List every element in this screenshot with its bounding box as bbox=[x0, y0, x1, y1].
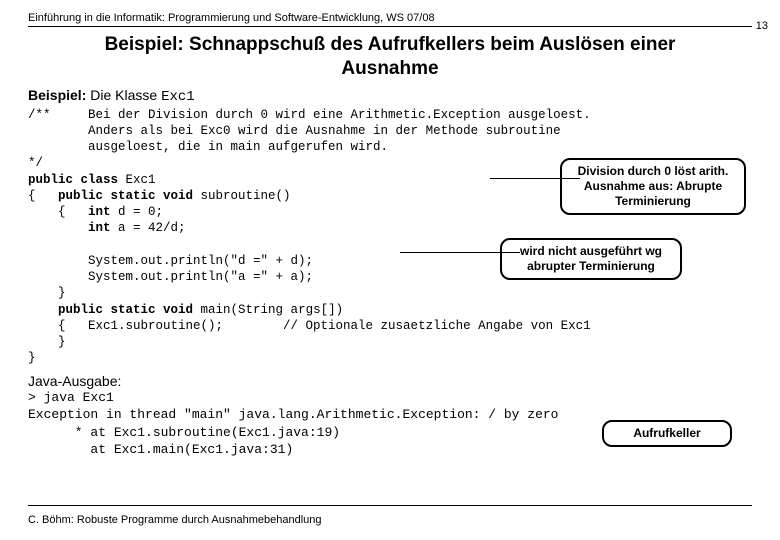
page-number: 13 bbox=[756, 20, 768, 32]
code-line: } bbox=[28, 335, 66, 349]
callout-line: Terminierung bbox=[615, 194, 691, 208]
subtitle-bold: Beispiel: bbox=[28, 87, 86, 103]
callout-line: wird nicht ausgeführt wg bbox=[520, 244, 662, 258]
slide-footer: C. Böhm: Robuste Programme durch Ausnahm… bbox=[28, 514, 322, 526]
slide-header: Einführung in die Informatik: Programmie… bbox=[28, 12, 752, 27]
code-line: /** Bei der Division durch 0 wird eine A… bbox=[28, 108, 591, 122]
connector-line bbox=[400, 252, 520, 253]
code-line: d = 0; bbox=[118, 205, 163, 219]
code-line: Anders als bei Exc0 wird die Ausnahme in… bbox=[28, 124, 561, 138]
output-line: at Exc1.main(Exc1.java:31) bbox=[28, 442, 293, 457]
example-subtitle: Beispiel: Die Klasse Exc1 bbox=[28, 87, 752, 105]
slide: Einführung in die Informatik: Programmie… bbox=[0, 0, 780, 469]
title-line-1: Beispiel: Schnappschuß des Aufrufkellers… bbox=[105, 34, 676, 55]
code-line: { Exc1.subroutine(); // Optionale zusaet… bbox=[28, 319, 591, 333]
code-line: ausgeloest, die in main aufgerufen wird. bbox=[28, 140, 388, 154]
code-keyword: int bbox=[88, 205, 118, 219]
output-line: > java Exc1 bbox=[28, 390, 114, 405]
code-line: { bbox=[28, 189, 58, 203]
code-line: } bbox=[28, 351, 36, 365]
title-line-2: Ausnahme bbox=[341, 58, 438, 79]
code-line: System.out.println("d =" + d); bbox=[28, 254, 313, 268]
callout-line: Division durch 0 löst arith. bbox=[578, 164, 729, 178]
output-line: * at Exc1.subroutine(Exc1.java:19) bbox=[28, 425, 340, 440]
connector-line bbox=[490, 178, 580, 179]
code-line: { bbox=[28, 205, 88, 219]
callout-text: Aufrufkeller bbox=[633, 426, 700, 440]
callout-aufrufkeller: Aufrufkeller bbox=[602, 420, 732, 447]
callout-not-executed: wird nicht ausgeführt wg abrupter Termin… bbox=[500, 238, 682, 280]
code-line: System.out.println("a =" + a); bbox=[28, 270, 313, 284]
output-line: Exception in thread "main" java.lang.Ari… bbox=[28, 407, 559, 422]
code-line: subroutine() bbox=[201, 189, 291, 203]
subtitle-classname: Exc1 bbox=[161, 89, 195, 105]
code-keyword: int bbox=[88, 221, 118, 235]
code-line: main(String args[]) bbox=[201, 303, 344, 317]
code-line bbox=[28, 303, 58, 317]
code-keyword: public class bbox=[28, 173, 126, 187]
code-line: } bbox=[28, 286, 66, 300]
callout-line: abrupter Terminierung bbox=[527, 259, 655, 273]
code-line bbox=[28, 221, 88, 235]
code-line: Exc1 bbox=[126, 173, 156, 187]
footer-divider bbox=[28, 505, 752, 506]
callout-line: Ausnahme aus: Abrupte bbox=[584, 179, 722, 193]
callout-division-zero: Division durch 0 löst arith. Ausnahme au… bbox=[560, 158, 746, 215]
slide-title: Beispiel: Schnappschuß des Aufrufkellers… bbox=[28, 33, 752, 81]
code-keyword: public static void bbox=[58, 189, 201, 203]
output-label: Java-Ausgabe: bbox=[28, 373, 752, 389]
code-line: */ bbox=[28, 156, 43, 170]
code-keyword: public static void bbox=[58, 303, 201, 317]
code-block: /** Bei der Division durch 0 wird eine A… bbox=[28, 107, 752, 367]
code-line: a = 42/d; bbox=[118, 221, 186, 235]
subtitle-text: Die Klasse bbox=[86, 87, 161, 103]
